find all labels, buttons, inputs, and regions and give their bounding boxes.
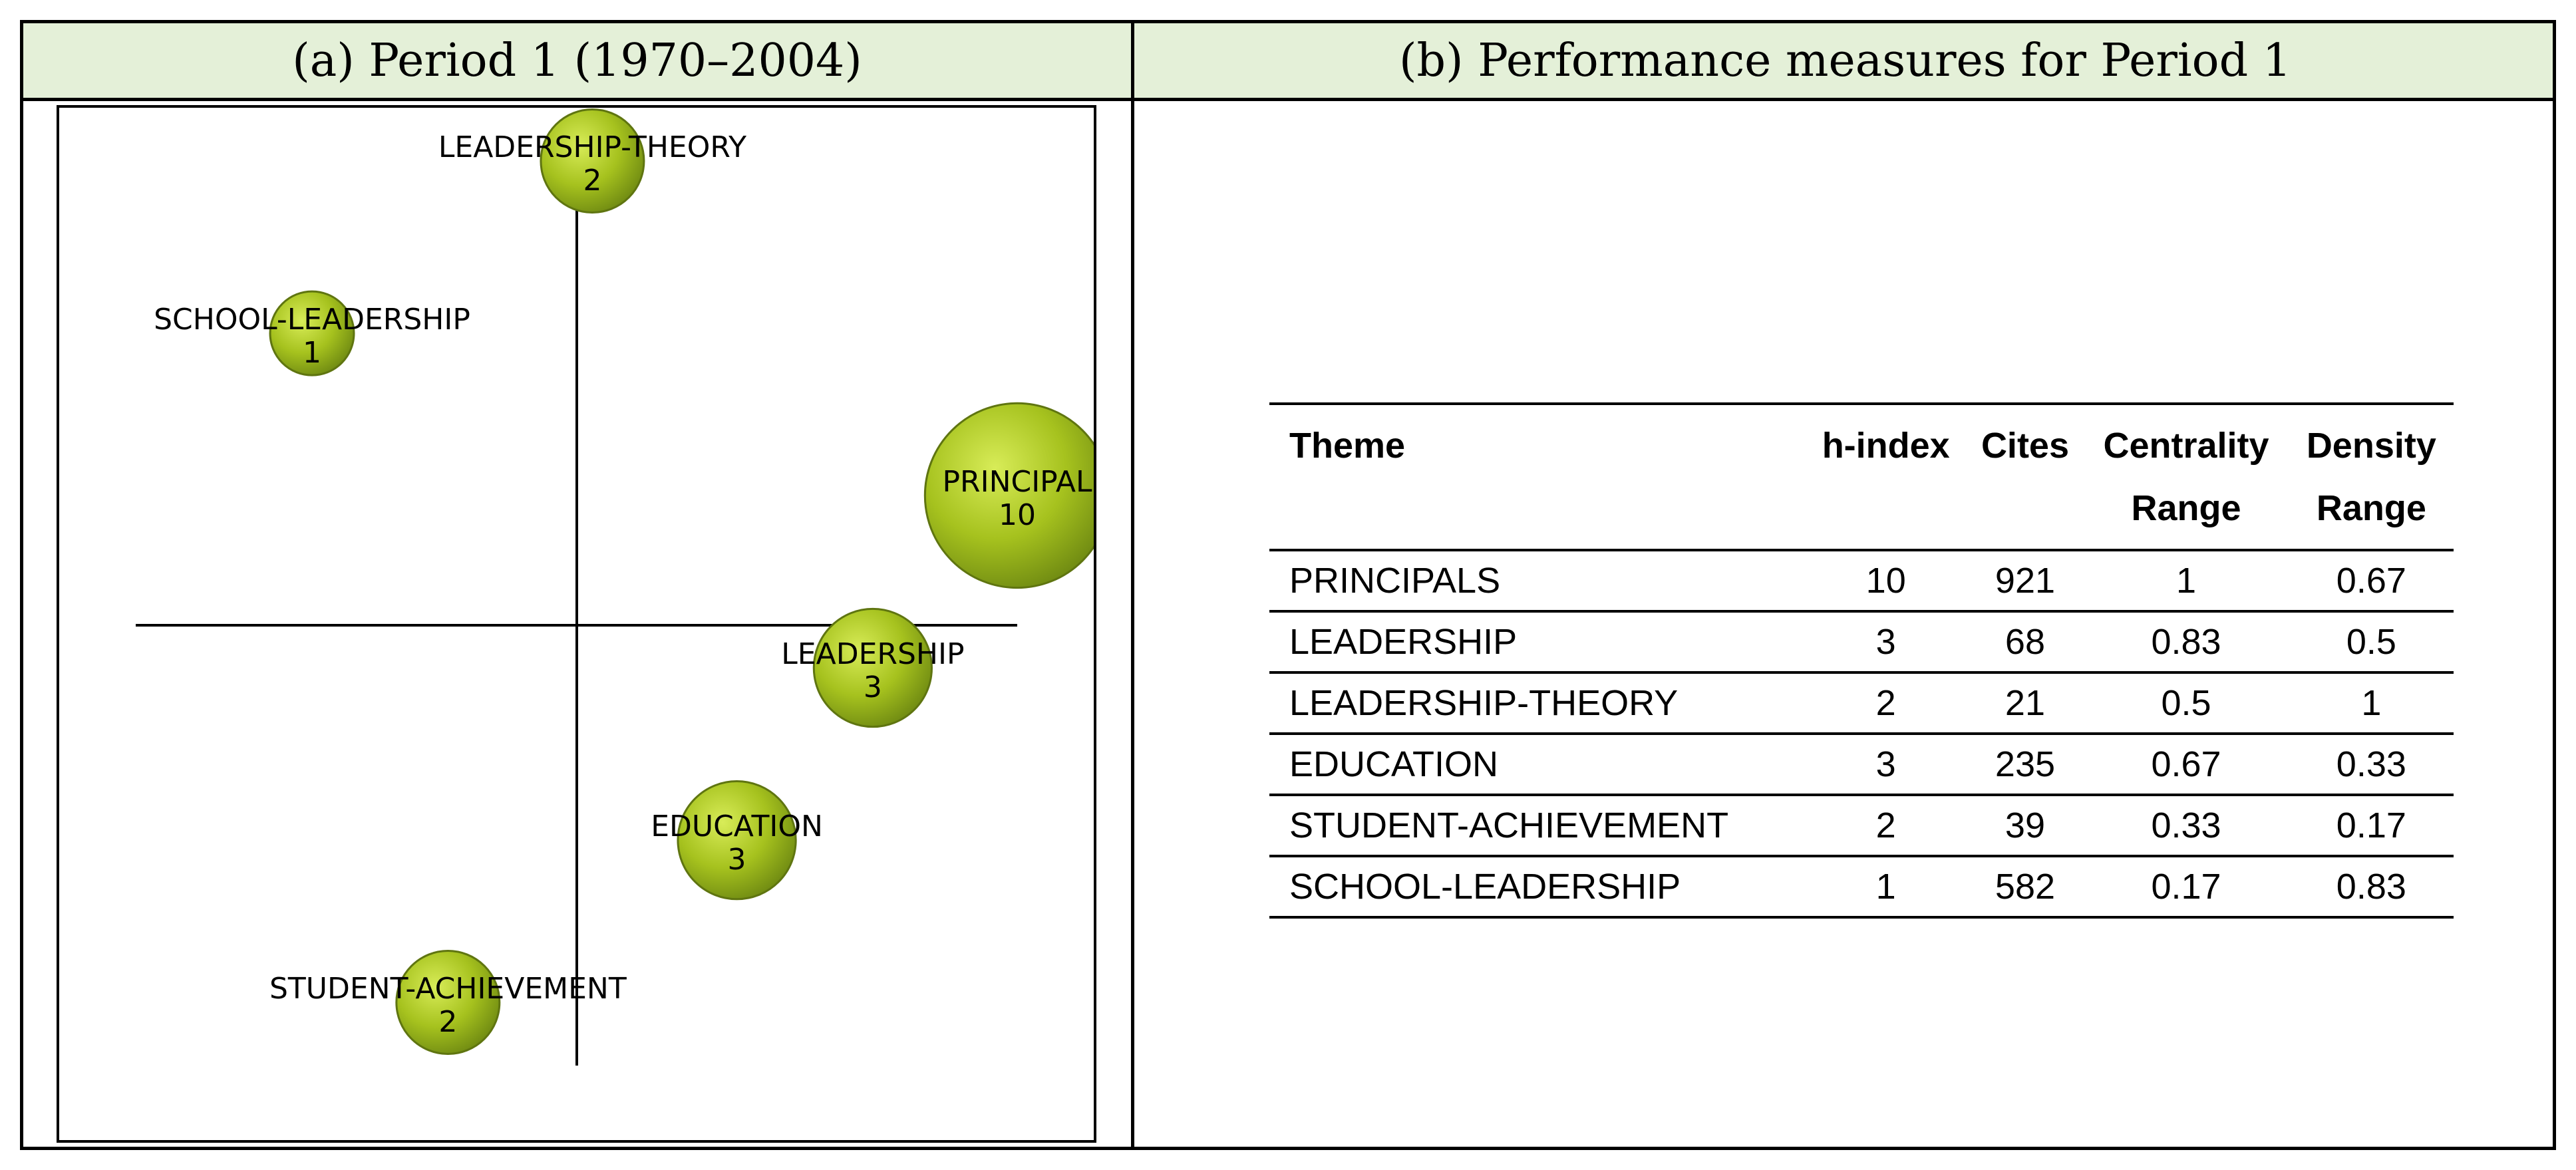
- performance-table: Theme h-index Cites Centrality Range Density R…: [1269, 402, 2454, 919]
- bubble-label-leadership-theory: LEADERSHIP-THEORY: [438, 130, 746, 164]
- table-cell: 582: [1967, 856, 2084, 919]
- table-cell: STUDENT-ACHIEVEMENT: [1269, 795, 1805, 857]
- table-cell: EDUCATION: [1269, 734, 1805, 796]
- table-cell: PRINCIPALS: [1269, 550, 1805, 613]
- table-cell: 0.33: [2289, 734, 2454, 796]
- bubble-label-education: EDUCATION: [651, 809, 823, 843]
- table-cell: 10: [1804, 550, 1967, 613]
- table-cell: 21: [1967, 672, 2084, 735]
- table-cell: 0.17: [2289, 795, 2454, 857]
- table-cell: 0.67: [2083, 734, 2289, 796]
- bubble-education: [677, 780, 797, 901]
- table-cell: 0.5: [2083, 672, 2289, 735]
- bubble-label-leadership: LEADERSHIP: [781, 637, 964, 671]
- table-cell: 3: [1804, 611, 1967, 674]
- table-cell: 1: [2083, 550, 2289, 613]
- bubble-leadership-theory: [540, 108, 645, 214]
- bubble-value-principals: 10: [999, 498, 1036, 532]
- bubble-label-school-leadership: SCHOOL-LEADERSHIP: [154, 303, 470, 337]
- bubble-school-leadership: [269, 290, 355, 376]
- table-header-row: Theme h-index Cites Centrality Range Density R…: [1269, 404, 2454, 550]
- table-cell: 921: [1967, 550, 2084, 613]
- bubble-label-student-achievement: STUDENT-ACHIEVEMENT: [269, 972, 627, 1006]
- header-row: [23, 23, 2553, 101]
- table-cell: 0.83: [2083, 611, 2289, 674]
- table-cell: SCHOOL-LEADERSHIP: [1269, 856, 1805, 919]
- table-row: LEADERSHIP 3 68 0.83 0.5: [1269, 611, 2454, 674]
- bubble-value-student-achievement: 2: [438, 1005, 457, 1039]
- table-cell: 0.83: [2289, 856, 2454, 919]
- table-cell: LEADERSHIP-THEORY: [1269, 672, 1805, 735]
- table-cell: 2: [1804, 672, 1967, 735]
- table-cell: 0.5: [2289, 611, 2454, 674]
- figure-frame: (a) Period 1 (1970–2004) (b) Performance…: [20, 20, 2556, 1150]
- table-cell: LEADERSHIP: [1269, 611, 1805, 674]
- column-header-1: h-index: [1822, 426, 1950, 466]
- bubble-value-school-leadership: 1: [303, 336, 321, 370]
- table-row: PRINCIPALS 10 921 1 0.67: [1269, 550, 2454, 613]
- table-cell: 0.17: [2083, 856, 2289, 919]
- bubble-value-leadership: 3: [864, 670, 882, 704]
- table-row: EDUCATION 3 235 0.67 0.33: [1269, 734, 2454, 796]
- bubble-value-education: 3: [728, 843, 746, 877]
- table-cell: 3: [1804, 734, 1967, 796]
- table-cell: 1: [2289, 672, 2454, 735]
- table-cell: 0.33: [2083, 795, 2289, 857]
- panel-divider: [1131, 23, 1134, 1147]
- strategic-diagram: LEADERSHIP-THEORY 2 SCHOOL-LEADERSHIP 1 PRIN…: [57, 105, 1096, 1143]
- bubble-principals: [923, 402, 1094, 589]
- table-row: LEADERSHIP-THEORY 2 21 0.5 1: [1269, 672, 2454, 735]
- table-cell: 1: [1804, 856, 1967, 919]
- column-header-3: Centrality Range: [2103, 426, 2269, 528]
- bubble-leadership: [812, 607, 933, 728]
- panel-b-title: (b) Performance measures for Period 1: [1398, 34, 2291, 87]
- bubble-student-achievement: [395, 950, 501, 1055]
- bubble-value-leadership-theory: 2: [583, 164, 601, 198]
- column-header-4: Density Range: [2306, 426, 2436, 528]
- column-header-2: Cites: [1981, 426, 2069, 466]
- table-cell: 0.67: [2289, 550, 2454, 613]
- panel-a-title: (a) Period 1 (1970–2004): [292, 34, 862, 87]
- table-cell: 235: [1967, 734, 2084, 796]
- bubble-label-principals: PRINCIPAL: [942, 465, 1092, 499]
- table-cell: 2: [1804, 795, 1967, 857]
- table-cell: 39: [1967, 795, 2084, 857]
- table-row: STUDENT-ACHIEVEMENT 2 39 0.33 0.17: [1269, 795, 2454, 857]
- table-cell: 68: [1967, 611, 2084, 674]
- strategic-diagram-svg: LEADERSHIP-THEORY2SCHOOL-LEADERSHIP1PRIN…: [136, 108, 1094, 1066]
- table-row: SCHOOL-LEADERSHIP 1 582 0.17 0.83: [1269, 856, 2454, 919]
- column-header-0: Theme: [1289, 426, 1406, 466]
